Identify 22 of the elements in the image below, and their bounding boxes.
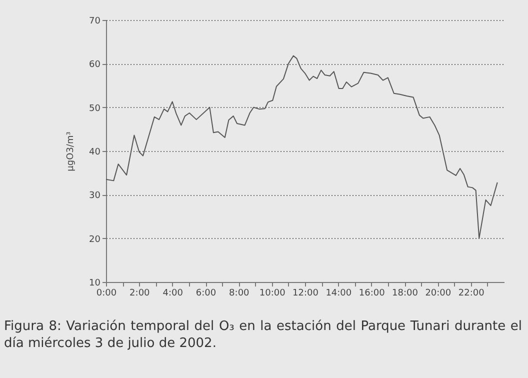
x-tick-label: 2:00 [130,288,150,298]
x-tick-label: 12:00 [292,288,319,298]
y-tick-label: 10 [89,278,101,288]
y-tick-label: 60 [89,60,101,70]
y-tick-label: 50 [89,104,101,114]
x-tick-label: 20:00 [425,288,452,298]
x-tick-label: 8:00 [229,288,250,298]
y-tick-label: 40 [89,148,101,158]
x-tick-label: 10:00 [259,288,286,298]
x-tick-label: 0:00 [96,288,117,298]
y-tick-label: 70 [89,16,101,26]
y-tick-label: 20 [89,234,101,245]
line-series [106,55,498,239]
y-tick-label: 30 [89,191,101,202]
x-tick-label: 6:00 [196,288,216,298]
x-tick-label: 4:00 [162,288,184,298]
y-axis-title: µgO3/m³ [66,131,76,172]
text: Figura 8: Variación temporal del O₃ en la estación del Parque Tunari durante el día miércoles 3 de julio de 2002. [4,318,522,352]
x-tick-label: 18:00 [392,288,418,298]
x-tick-label: 16:00 [358,288,386,298]
x-tick-label: 22:00 [458,288,485,298]
x-tick-label: 14:00 [326,288,352,298]
